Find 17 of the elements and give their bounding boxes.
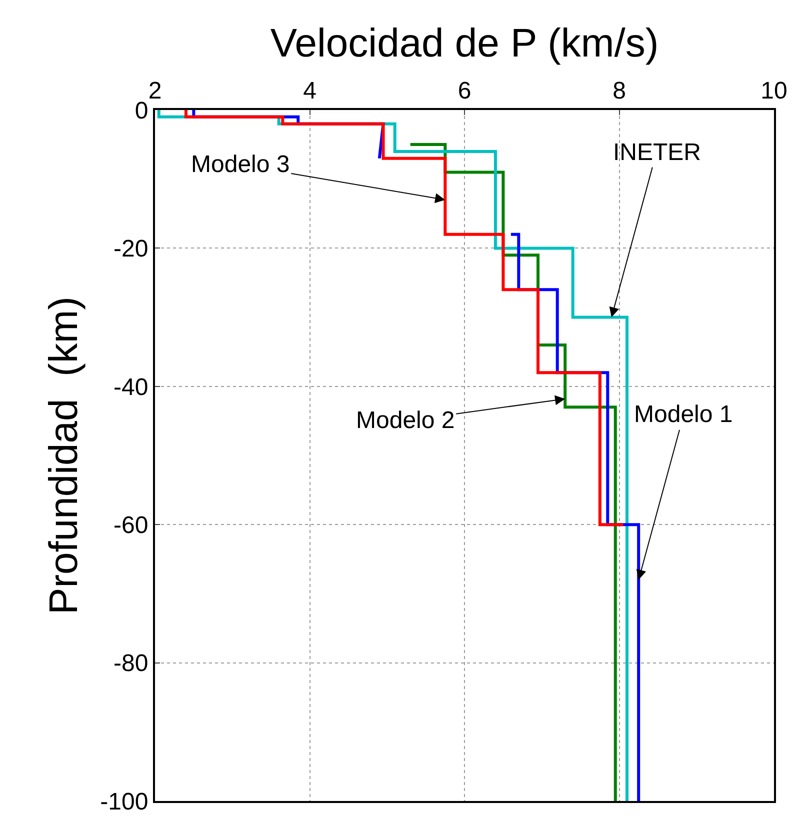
y-axis-title: Profundidad (km) (42, 296, 86, 614)
y-tick-label: -60 (114, 512, 148, 539)
x-tick-label: 6 (458, 77, 472, 104)
y-tick-label: -80 (114, 650, 148, 678)
y-tick-label: -100 (100, 788, 148, 816)
y-tick-label: -40 (114, 374, 148, 401)
x-tick-label: 10 (760, 77, 788, 104)
annotation: Modelo 3 (191, 151, 290, 178)
annotation: Modelo 1 (634, 401, 733, 428)
y-tick-label: 0 (134, 97, 148, 124)
x-tick-label: 2 (148, 77, 162, 104)
x-axis-title: Velocidad de P (km/s) (270, 21, 659, 66)
x-tick-label: 4 (303, 77, 316, 104)
annotation: Modelo 2 (356, 407, 455, 434)
y-tick-label: -20 (114, 236, 148, 263)
x-tick-label: 8 (612, 77, 626, 104)
annotation: INETER (613, 139, 702, 166)
